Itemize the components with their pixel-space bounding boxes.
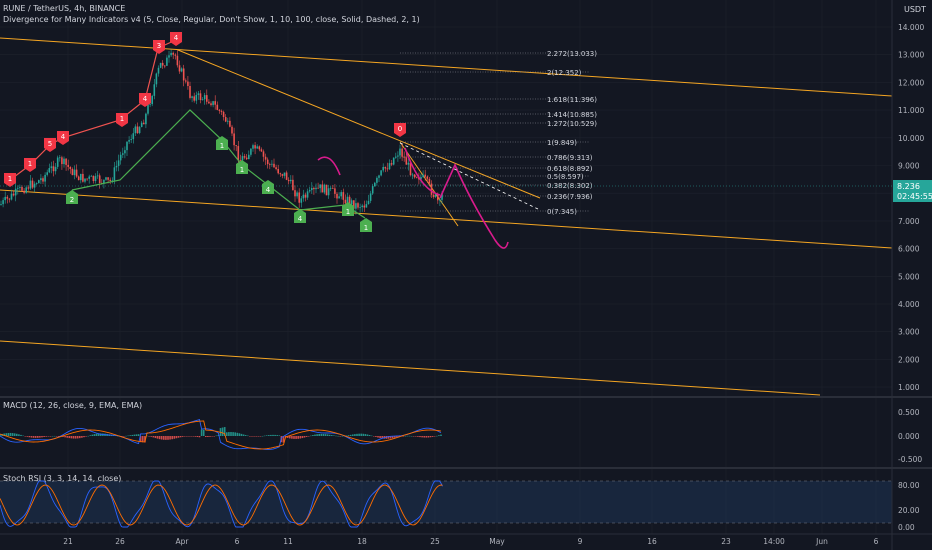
candlesticks: [0, 49, 443, 215]
price-tick: 7.000: [898, 217, 920, 226]
time-tick: 6: [235, 537, 240, 546]
trendline-descending: [177, 49, 541, 199]
macd-tick: 0.500: [898, 408, 920, 417]
axes: 14.00013.00012.00011.00010.0009.0008.000…: [63, 23, 924, 546]
macd-label[interactable]: MACD (12, 26, close, 9, EMA, EMA): [3, 401, 143, 410]
fib-level-label: 1.272(10.529): [547, 120, 597, 128]
time-tick: 11: [283, 537, 293, 546]
macd-tick: -0.500: [898, 455, 922, 464]
rsi-label[interactable]: Stoch RSI (3, 3, 14, 14, close): [3, 474, 122, 483]
drawing-dashed: [399, 142, 541, 211]
fib-level-label: 0.5(8.597): [547, 173, 584, 181]
price-tick: 9.000: [898, 162, 920, 171]
price-tick: 6.000: [898, 245, 920, 254]
time-tick: 25: [430, 537, 440, 546]
sell-signal-label: 1: [28, 160, 32, 168]
hand-drawings: [317, 142, 541, 249]
fib-level-label: 0(7.345): [547, 208, 577, 216]
time-tick: 14:00: [763, 537, 785, 546]
time-tick: 9: [578, 537, 583, 546]
macd-tick: 0.000: [898, 432, 920, 441]
sell-signal-label: 5: [48, 140, 52, 148]
trendline-lower: [0, 340, 821, 396]
fib-level-label: 1(9.849): [547, 139, 577, 147]
rsi-tick: 80.00: [898, 481, 920, 490]
fib-level-label: 0.786(9.313): [547, 154, 593, 162]
signal-labels: 1 1 5 4 1 4 3 4 0 2 1 1 4 4 1 1: [4, 32, 406, 232]
time-tick: 6: [874, 537, 879, 546]
time-tick: Apr: [176, 537, 190, 546]
buy-signal-label: 1: [364, 224, 368, 232]
fib-level-label: 0.236(7.936): [547, 193, 593, 201]
buy-signal-label: 4: [298, 215, 303, 223]
trendline-middle: [0, 189, 893, 249]
price-tick: 14.000: [898, 23, 924, 32]
sell-signal-label: 0: [398, 125, 402, 133]
trendline-short: [399, 141, 459, 227]
time-tick: 26: [115, 537, 125, 546]
price-tick: 11.000: [898, 106, 924, 115]
time-tick: 16: [647, 537, 657, 546]
time-tick: 18: [357, 537, 367, 546]
price-tick: 1.000: [898, 383, 920, 392]
drawing-projection: [439, 163, 509, 249]
bullish-divergence-line: [71, 109, 366, 219]
fib-level-label: 0.618(8.892): [547, 165, 593, 173]
currency-label: USDT: [904, 5, 926, 14]
stoch-rsi-plot: [0, 480, 443, 528]
macd-plot: [0, 419, 442, 450]
drawing-arc-left: [317, 156, 341, 176]
fib-level-label: 1.414(10.885): [547, 111, 597, 119]
sell-signal-label: 1: [120, 115, 124, 123]
rsi-tick: 20.00: [898, 506, 920, 515]
fib-level-label: 2(12.352): [547, 69, 582, 77]
time-tick: 21: [63, 537, 73, 546]
time-tick: Jun: [815, 537, 828, 546]
time-tick: May: [489, 537, 505, 546]
current-price-tag: 8.236 02:45:55: [0, 180, 932, 202]
price-tick: 12.000: [898, 78, 924, 87]
trendline-upper: [0, 37, 893, 97]
bar-countdown: 02:45:55: [897, 192, 932, 201]
symbol-title[interactable]: RUNE / TetherUS, 4h, BINANCE: [3, 4, 126, 13]
sell-signal-label: 4: [143, 95, 148, 103]
chart-grid: [0, 0, 892, 534]
price-tick: 4.000: [898, 300, 920, 309]
price-tick: 2.000: [898, 355, 920, 364]
sell-signal-label: 4: [174, 34, 179, 42]
indicator-title[interactable]: Divergence for Many Indicators v4 (5, Cl…: [3, 15, 420, 24]
buy-signal-label: 1: [346, 208, 350, 216]
rsi-band: [0, 481, 892, 523]
fib-extension: 2.272(13.033) 2(12.352) 1.618(11.396) 1.414…: [400, 50, 597, 216]
sell-signal-label: 4: [61, 133, 66, 141]
price-tick: 13.000: [898, 51, 924, 60]
time-tick: 23: [721, 537, 731, 546]
fib-level-label: 1.618(11.396): [547, 96, 597, 104]
rsi-tick: 0.00: [898, 523, 915, 532]
sell-signal-label: 1: [8, 175, 12, 183]
price-tick: 3.000: [898, 328, 920, 337]
buy-signal-label: 1: [220, 142, 224, 150]
current-price: 8.236: [897, 182, 920, 191]
trendlines: [0, 37, 893, 396]
price-tick: 10.000: [898, 134, 924, 143]
buy-signal-label: 1: [240, 166, 244, 174]
buy-signal-label: 4: [266, 186, 271, 194]
drawing-arc-right: [404, 147, 441, 196]
price-tick: 5.000: [898, 272, 920, 281]
sell-signal-label: 3: [157, 42, 161, 50]
fib-level-label: 0.382(8.302): [547, 182, 593, 190]
fib-level-label: 2.272(13.033): [547, 50, 597, 58]
buy-signal-label: 2: [70, 196, 74, 204]
